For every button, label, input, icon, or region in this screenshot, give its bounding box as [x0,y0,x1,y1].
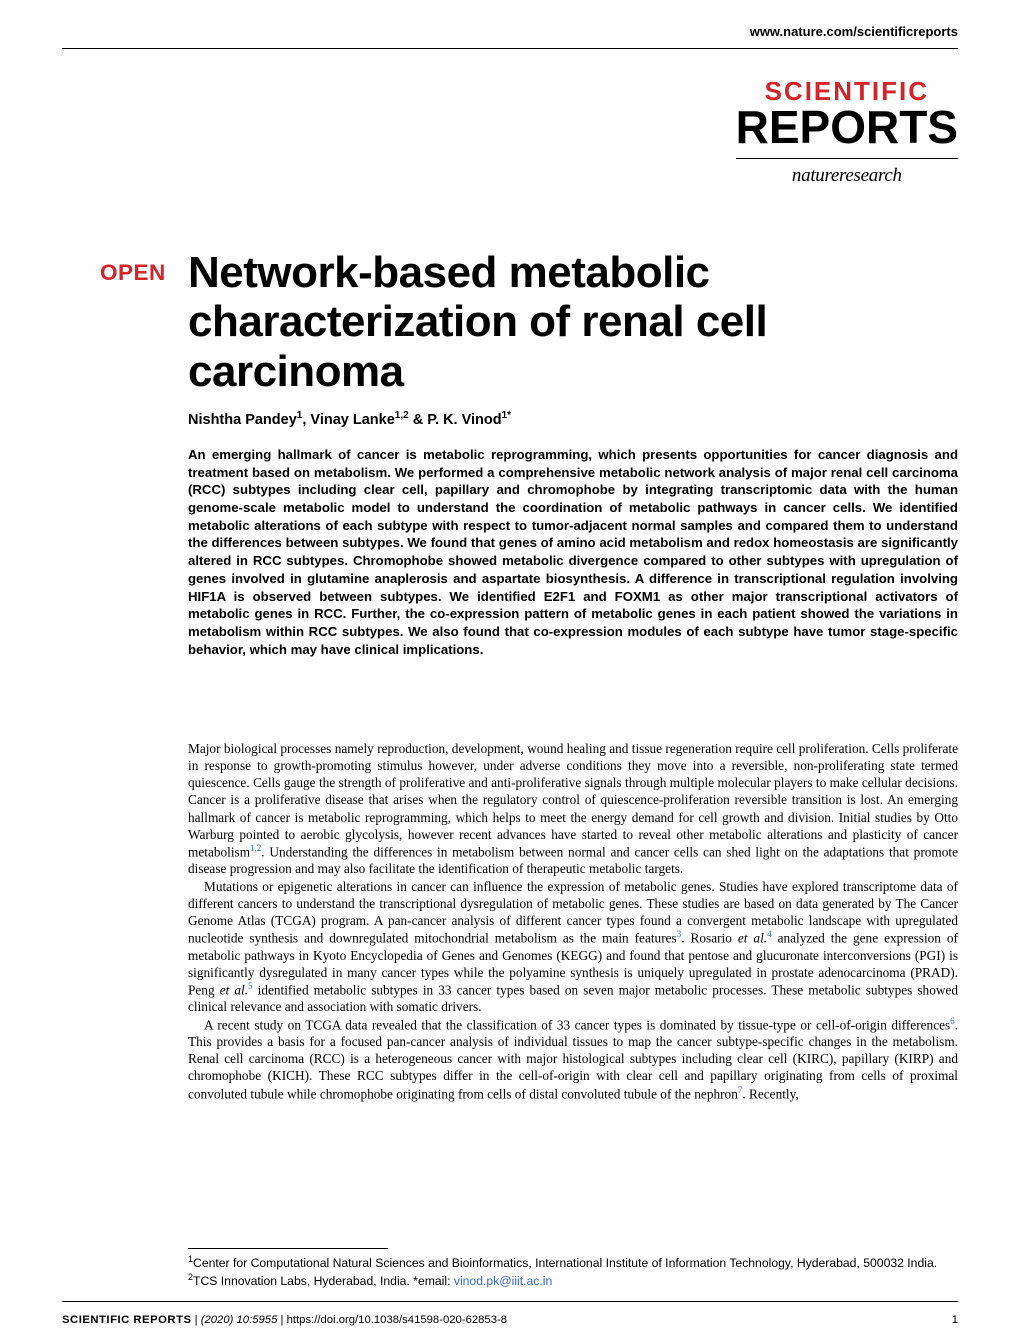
logo-word-reports: REPORTS [736,106,958,150]
page-number: 1 [952,1314,958,1326]
footer-citation: SCIENTIFIC REPORTS | (2020) 10:5955 | ht… [62,1314,507,1326]
affiliations: 1Center for Computational Natural Scienc… [188,1253,958,1290]
logo-natureresearch: natureresearch [736,165,958,187]
journal-logo: SCIENTIFIC REPORTS natureresearch [736,78,958,187]
body-text: Major biological processes namely reprod… [188,740,958,1102]
author-list: Nishtha Pandey1, Vinay Lanke1,2 & P. K. … [188,410,958,428]
paragraph-3: A recent study on TCGA data revealed tha… [188,1016,958,1103]
paragraph-1: Major biological processes namely reprod… [188,740,958,878]
top-rule [62,48,958,49]
affiliation-rule [188,1248,388,1249]
open-access-badge: OPEN [100,260,166,286]
affil-sup: 1,2 [395,410,409,421]
journal-url: www.nature.com/scientificreports [750,24,958,39]
author-3: P. K. Vinod [427,412,501,428]
article-title: Network-based metabolic characterization… [188,248,958,396]
paragraph-2: Mutations or epigenetic alterations in c… [188,878,958,1016]
logo-rule [736,158,958,159]
ref-link[interactable]: 1,2 [250,843,261,853]
author-1: Nishtha Pandey [188,412,297,428]
corresponding-email[interactable]: vinod.pk@iiit.ac.in [454,1275,552,1289]
footer-rule [62,1301,958,1302]
affil-sup: 1* [502,410,511,421]
abstract: An emerging hallmark of cancer is metabo… [188,446,958,658]
footer: SCIENTIFIC REPORTS | (2020) 10:5955 | ht… [62,1314,958,1326]
author-2: Vinay Lanke [310,412,394,428]
